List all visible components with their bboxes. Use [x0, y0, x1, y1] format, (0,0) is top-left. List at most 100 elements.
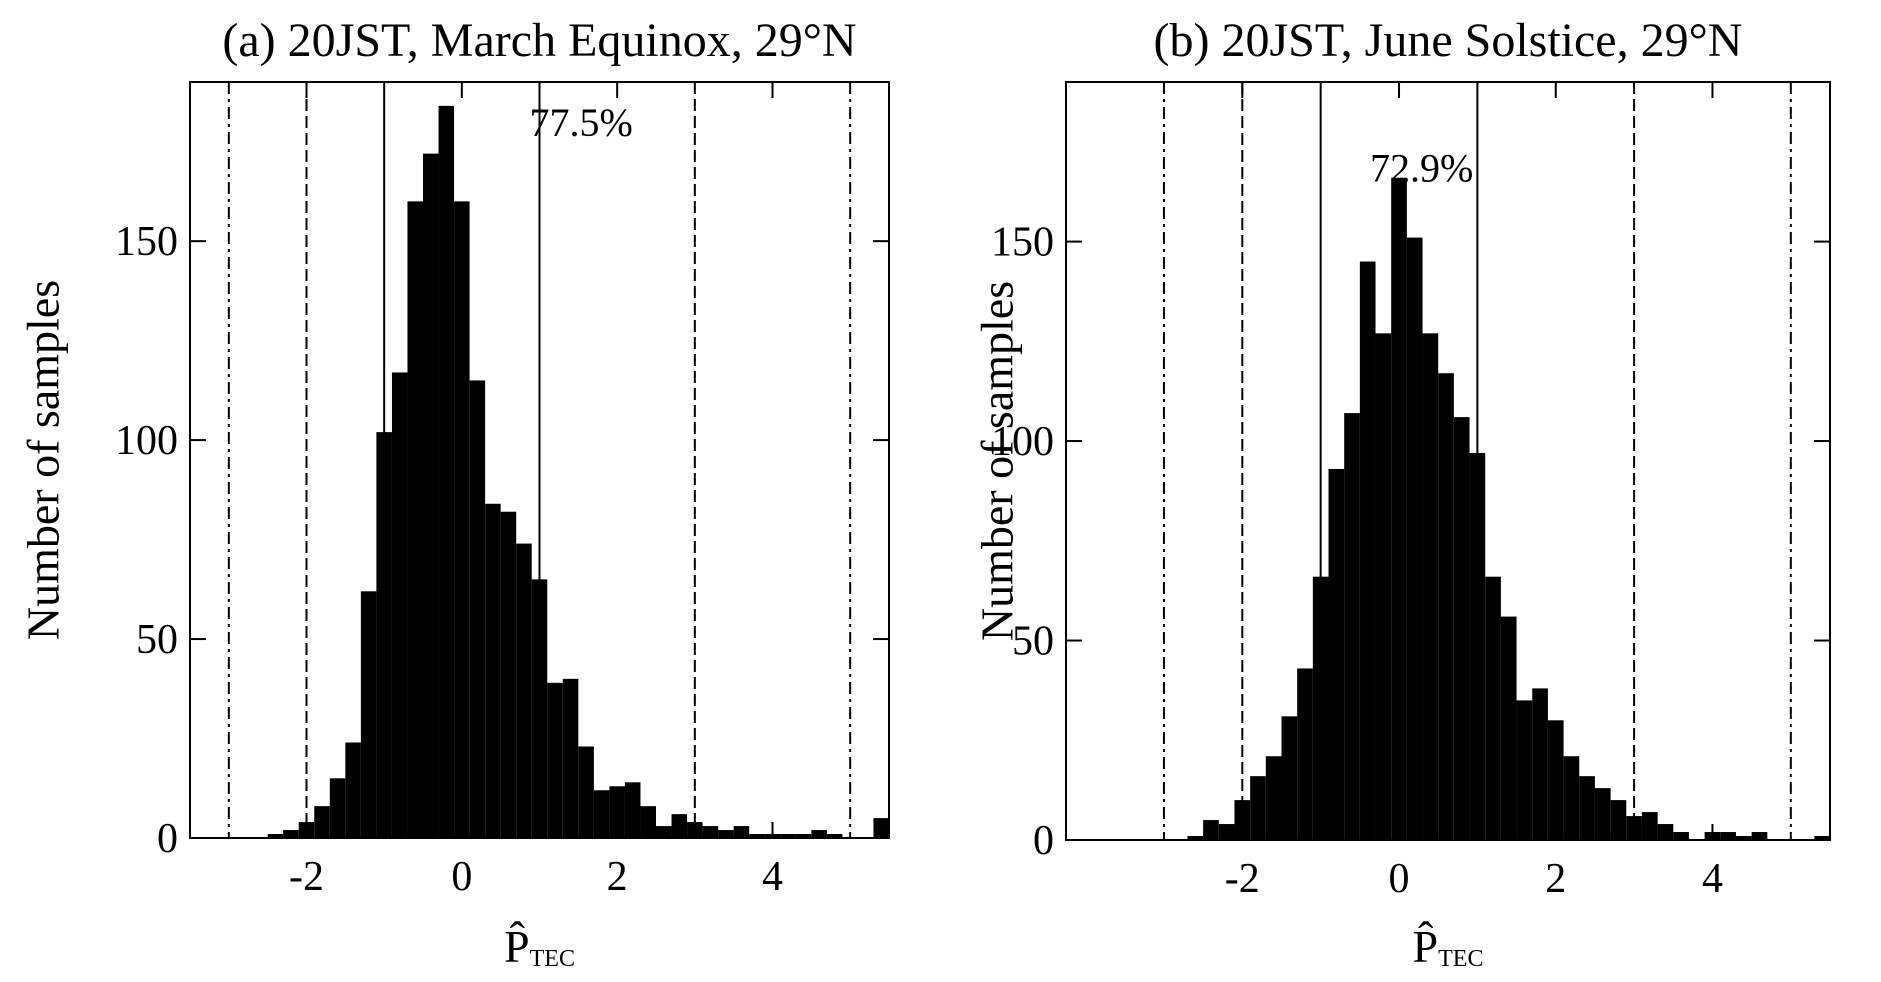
bar [1328, 468, 1345, 840]
bar [780, 834, 796, 838]
plot-frame [1065, 81, 1831, 841]
x-tick-label: 0 [1389, 856, 1410, 902]
x-axis-label: P̂TEC [1413, 920, 1484, 972]
bar [795, 834, 812, 838]
bar [1375, 333, 1392, 840]
bar [360, 591, 377, 838]
bar [1422, 333, 1439, 840]
bar [391, 372, 408, 838]
x-tick-label: 2 [1545, 856, 1566, 902]
y-tick-label: 0 [157, 816, 178, 862]
bar [1187, 836, 1204, 840]
bar [1814, 836, 1830, 840]
annotation: 77.5% [530, 100, 633, 145]
bar [469, 380, 486, 838]
x-axis-label-subscript: TEC [1438, 946, 1483, 972]
x-tick-label: -2 [289, 854, 324, 900]
x-tick-label: 2 [607, 854, 628, 900]
bar [283, 830, 299, 838]
bar [1579, 776, 1595, 840]
bar [578, 746, 594, 838]
bar [267, 834, 284, 838]
bar [1563, 756, 1580, 840]
bar [1532, 688, 1548, 840]
bar [423, 153, 439, 839]
x-axis-label-main: P̂ [1413, 920, 1439, 972]
chart-title: (b) 20JST, June Solstice, 29°N [1154, 14, 1743, 67]
bar [1657, 824, 1674, 840]
x-axis-label-subscript: TEC [530, 946, 575, 972]
x-axis-label-main: P̂ [504, 920, 530, 972]
y-tick-label: 0 [1033, 818, 1054, 864]
bar [438, 105, 455, 839]
y-tick-label: 150 [115, 219, 178, 265]
chart-title: (a) 20JST, March Equinox, 29°N [222, 14, 856, 67]
bar [562, 678, 579, 838]
bar [733, 826, 750, 838]
bar [873, 818, 889, 838]
bar [1547, 720, 1564, 840]
bar [1297, 668, 1313, 840]
bar [1438, 373, 1454, 840]
x-tick-label: 4 [1702, 856, 1723, 902]
bar [547, 682, 563, 838]
bar [485, 503, 501, 838]
bar [593, 790, 610, 838]
annotation: 72.9% [1370, 145, 1473, 190]
bar [749, 834, 765, 838]
bar [718, 830, 734, 838]
bar [1516, 700, 1533, 840]
x-axis-label: P̂TEC [504, 920, 575, 972]
bar [624, 782, 641, 838]
y-tick-label: 100 [115, 418, 178, 464]
bar [702, 826, 719, 838]
bar [1485, 576, 1501, 840]
bar [1453, 417, 1470, 840]
bar [656, 826, 672, 838]
bar [329, 778, 346, 838]
chart-panel: (b) 20JST, June Solstice, 29°N 72.9% -2 0 2 4… [972, 14, 1831, 972]
bar [1735, 836, 1752, 840]
bar [1500, 616, 1517, 840]
bar [1406, 237, 1423, 840]
bar [640, 806, 656, 838]
y-tick-label: 50 [136, 617, 178, 663]
bar [826, 834, 843, 838]
bar [1218, 824, 1235, 840]
bar [1610, 800, 1627, 840]
bar [1641, 812, 1658, 840]
bar [1344, 413, 1360, 840]
bar [1626, 816, 1642, 840]
y-axis-label: Number of samples [18, 280, 69, 640]
y-tick-label: 100 [991, 419, 1054, 465]
bar [454, 201, 470, 839]
bar [1751, 832, 1768, 840]
x-tick-label: 4 [762, 854, 783, 900]
bar [500, 511, 517, 838]
y-tick-label: 50 [1012, 619, 1054, 665]
bar [1594, 788, 1611, 840]
y-axis-label: Number of samples [972, 281, 1023, 641]
bar [345, 742, 361, 838]
bar [1359, 261, 1376, 840]
x-tick-label: -2 [1225, 856, 1260, 902]
plot-frame [189, 81, 890, 839]
bar [811, 830, 827, 838]
bar [407, 201, 423, 839]
bar [516, 543, 532, 838]
bar [1281, 716, 1298, 840]
bar [1673, 832, 1689, 840]
bar [1391, 177, 1407, 840]
x-tick-label: 0 [451, 854, 472, 900]
chart-panel: (a) 20JST, March Equinox, 29°N 77.5% -2 0 2 4… [18, 14, 890, 972]
y-tick-label: 150 [991, 220, 1054, 266]
bar [671, 814, 688, 838]
bar [1250, 776, 1266, 840]
bar [314, 806, 330, 838]
bar [609, 786, 625, 838]
bar [1265, 756, 1282, 840]
bar [1203, 820, 1219, 840]
bar [1720, 832, 1736, 840]
